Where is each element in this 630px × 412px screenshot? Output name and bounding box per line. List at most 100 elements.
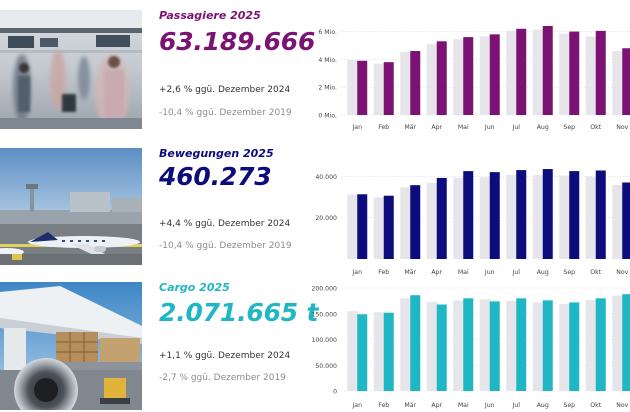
passengers-section: Passagiere 2025 63.189.666 +2,6 % ggü. D… xyxy=(0,0,630,131)
bar-current-year xyxy=(595,30,606,115)
bar-current-year xyxy=(436,304,447,391)
x-tick-label: Okt xyxy=(590,402,601,409)
movements-chart: 20.000 40.000 Jan Feb Mär Apr Mai Jun Jul Aug Sep O… xyxy=(300,158,630,276)
movements-kpi: Bewegungen 2025 460.273 +4,4 % ggü. Deze… xyxy=(159,147,292,267)
passengers-bar-chart: 0 Mio. 2 Mio. 4 Mio. 6 Mio. Jan Feb Mär Apr Mai J… xyxy=(318,26,630,131)
bar-current-year xyxy=(516,28,527,115)
bar-previous-year xyxy=(373,312,385,391)
y-tick-label: 0 Mio. xyxy=(318,113,337,120)
airport-terminal-photo xyxy=(0,10,142,129)
bar-current-year xyxy=(463,171,474,259)
cargo-kpi: Cargo 2025 2.071.665 t +1,1 % ggü. Dezem… xyxy=(159,281,318,406)
x-tick-label: Sep xyxy=(563,269,575,276)
y-tick-label: 50.000 xyxy=(315,363,337,370)
x-tick-label: Okt xyxy=(590,124,601,131)
bar-current-year xyxy=(383,62,394,115)
bar-previous-year xyxy=(612,295,624,391)
bar-current-year xyxy=(622,294,630,391)
bar-current-year xyxy=(542,169,553,259)
bar-current-year xyxy=(410,51,421,115)
x-tick-label: Aug xyxy=(537,124,549,131)
cargo-aircraft-photo xyxy=(0,282,142,410)
x-tick-label: Nov xyxy=(616,402,628,409)
y-tick-label: 0 xyxy=(333,389,337,396)
bar-current-year xyxy=(410,295,421,391)
x-tick-label: Jan xyxy=(351,402,362,409)
passengers-kpi: Passagiere 2025 63.189.666 +2,6 % ggü. D… xyxy=(159,9,315,129)
x-tick-label: Jan xyxy=(351,124,362,131)
movements-comparison-2024: +4,4 % ggü. Dezember 2024 xyxy=(159,219,291,229)
bar-previous-year xyxy=(532,175,544,259)
cargo-value: 2.071.665 t xyxy=(159,298,319,327)
bar-current-year xyxy=(595,170,606,259)
x-tick-label: Jul xyxy=(512,402,521,409)
bar-previous-year xyxy=(426,301,438,391)
x-tick-label: Jul xyxy=(512,124,521,131)
bar-previous-year xyxy=(506,30,518,115)
bar-previous-year xyxy=(506,300,518,391)
x-tick-label: Mai xyxy=(458,124,469,131)
y-tick-label: 6 Mio. xyxy=(318,29,337,36)
x-tick-label: Jul xyxy=(512,269,521,276)
bar-current-year xyxy=(595,298,606,391)
bar-current-year xyxy=(357,194,368,259)
bar-previous-year xyxy=(479,177,491,259)
bar-previous-year xyxy=(532,302,544,391)
x-tick-label: Mär xyxy=(404,124,416,131)
bar-current-year xyxy=(516,298,527,391)
bar-current-year xyxy=(357,314,368,391)
x-tick-label: Mai xyxy=(458,269,469,276)
bar-previous-year xyxy=(559,33,571,115)
bar-current-year xyxy=(622,182,630,259)
bar-previous-year xyxy=(479,36,491,115)
passengers-comparison-2024: +2,6 % ggü. Dezember 2024 xyxy=(159,85,291,95)
bar-current-year xyxy=(463,37,474,115)
bar-current-year xyxy=(383,195,394,259)
bar-current-year xyxy=(516,170,527,259)
bar-previous-year xyxy=(453,39,465,115)
bar-current-year xyxy=(569,171,580,259)
x-tick-label: Aug xyxy=(537,269,549,276)
bar-previous-year xyxy=(585,176,597,259)
x-tick-label: Jun xyxy=(484,269,495,276)
y-tick-label: 100.000 xyxy=(311,337,337,344)
bar-previous-year xyxy=(426,182,438,259)
cargo-comparison-2019: -2,7 % ggü. Dezember 2019 xyxy=(159,373,286,383)
movements-comparison-2019: -10,4 % ggü. Dezember 2019 xyxy=(159,241,292,251)
x-tick-label: Feb xyxy=(378,269,389,276)
bar-current-year xyxy=(436,41,447,115)
bar-previous-year xyxy=(532,29,544,115)
passengers-chart: 0 Mio. 2 Mio. 4 Mio. 6 Mio. Jan Feb Mär Apr Mai J… xyxy=(300,18,630,131)
passengers-value: 63.189.666 xyxy=(159,27,316,56)
bar-previous-year xyxy=(400,51,412,115)
x-tick-label: Mai xyxy=(458,402,469,409)
cargo-title: Cargo 2025 xyxy=(159,281,230,294)
x-tick-label: Okt xyxy=(590,269,601,276)
movements-title: Bewegungen 2025 xyxy=(159,147,274,160)
bar-current-year xyxy=(622,48,630,115)
bar-current-year xyxy=(542,300,553,391)
bar-previous-year xyxy=(400,187,412,259)
bar-current-year xyxy=(489,172,500,259)
cargo-chart: 0 50.000 100.000 150.000 200.000 Jan Feb Mär Apr… xyxy=(300,282,630,412)
bar-current-year xyxy=(436,177,447,259)
bar-current-year xyxy=(410,185,421,259)
x-tick-label: Jun xyxy=(484,402,495,409)
bar-current-year xyxy=(569,302,580,391)
bar-previous-year xyxy=(453,177,465,259)
movements-bar-chart: 20.000 40.000 Jan Feb Mär Apr Mai Jun Jul Aug Sep O… xyxy=(315,169,630,276)
bar-current-year xyxy=(542,26,553,115)
bar-previous-year xyxy=(559,303,571,391)
y-tick-label: 150.000 xyxy=(311,311,337,318)
y-tick-label: 200.000 xyxy=(311,286,337,293)
bar-previous-year xyxy=(347,194,359,259)
y-tick-label: 4 Mio. xyxy=(318,57,337,64)
bar-previous-year xyxy=(559,175,571,259)
x-tick-label: Nov xyxy=(616,124,628,131)
bar-current-year xyxy=(569,31,580,115)
bar-previous-year xyxy=(612,51,624,115)
bar-current-year xyxy=(489,34,500,115)
bar-current-year xyxy=(357,60,368,115)
bar-previous-year xyxy=(479,299,491,391)
cargo-section: Cargo 2025 2.071.665 t +1,1 % ggü. Dezem… xyxy=(0,270,630,412)
